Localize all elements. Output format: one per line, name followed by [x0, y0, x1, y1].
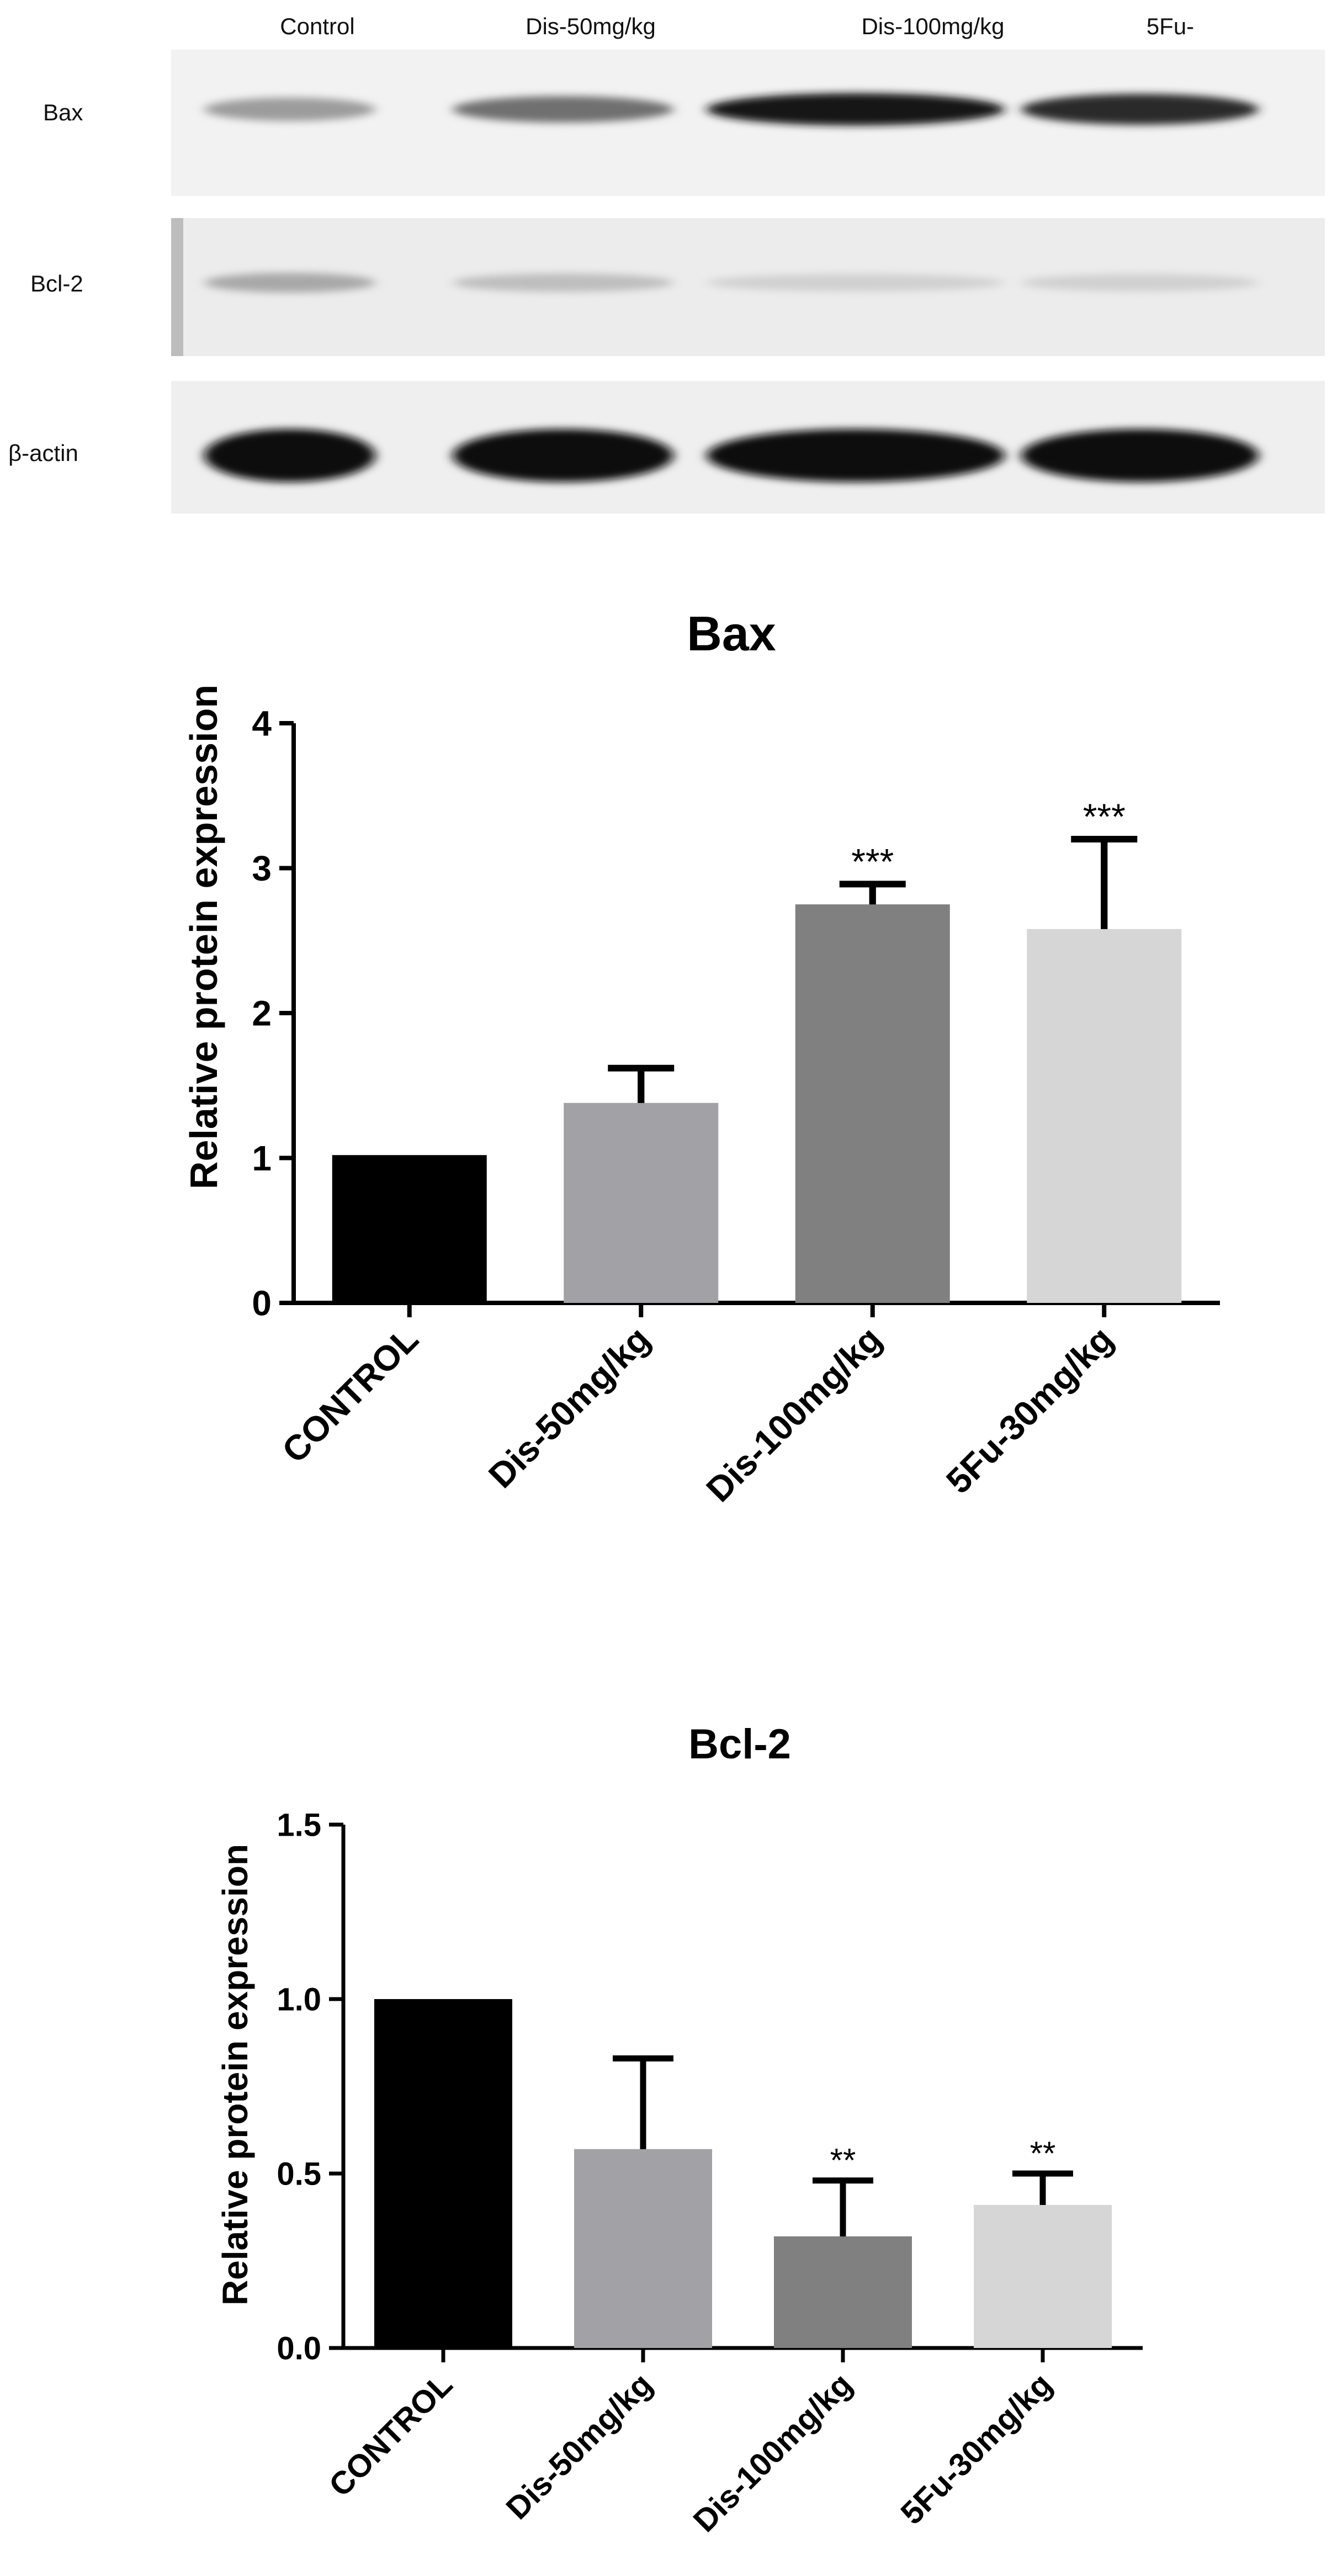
bcl2-y-tick-label: 0.0: [277, 2330, 321, 2366]
blot-bands: [204, 93, 1259, 482]
bax-y-tick-label: 0: [252, 1283, 272, 1323]
bcl2-y-axis-label: Relative protein expression: [215, 1844, 255, 2305]
bcl2-y-tick-label: 1.0: [277, 1981, 321, 2017]
blot-band-bax-lane-1: [204, 97, 375, 121]
bcl2-category-label-5fu30mgkg: 5Fu-30mg/kg: [894, 2366, 1059, 2531]
bcl2-plot-area: 0.0 0.5 1.0 1.5 CONTROL Dis-50mg/kg ** Dis-100m…: [277, 1807, 1143, 2539]
bcl2-significance-dis100mgkg: **: [830, 2142, 856, 2179]
blot-band-bax-lane-4: [1021, 94, 1259, 125]
western-blot-panel: Control Dis-50mg/kg Dis-100mg/kg 5Fu- Ba…: [8, 13, 1325, 513]
blot-row-label-beta-actin: β-actin: [8, 440, 78, 466]
bcl2-category-label-dis100mgkg: Dis-100mg/kg: [687, 2366, 859, 2539]
bcl2-category-label-control: CONTROL: [322, 2366, 459, 2504]
blot-band-actin-lane-4: [1021, 429, 1259, 482]
bax-category-label-dis100mgkg: Dis-100mg/kg: [698, 1319, 889, 1509]
bcl2-bar-control: [374, 1999, 512, 2348]
bcl2-bar-chart: Bcl-2 Relative protein expression 0.0 0.5…: [215, 1721, 1143, 2539]
blot-band-bax-lane-2: [453, 96, 673, 123]
bax-y-axis-label: Relative protein expression: [182, 685, 225, 1189]
bcl2-significance-5fu30mgkg: **: [1030, 2135, 1056, 2172]
bcl2-chart-title: Bcl-2: [688, 1721, 791, 1768]
bax-category-label-dis50mgkg: Dis-50mg/kg: [481, 1319, 657, 1496]
bax-y-tick-label: 4: [252, 703, 272, 743]
bax-significance-dis100mgkg: ***: [851, 841, 894, 882]
bax-y-tick-label: 3: [252, 849, 272, 888]
blot-row-label-bax: Bax: [43, 99, 83, 125]
bax-bar-dis50mgkg: [564, 1103, 719, 1303]
blot-lane-label-dis-100: Dis-100mg/kg: [861, 13, 1004, 39]
blot-band-bax-lane-3: [707, 93, 1005, 126]
bax-significance-5fu30mgkg: ***: [1083, 796, 1126, 837]
bax-category-label-5fu30mgkg: 5Fu-30mg/kg: [938, 1319, 1121, 1501]
blot-lane-label-dis-50: Dis-50mg/kg: [526, 13, 656, 39]
bax-bar-chart: Bax Relative protein expression 0 1 2 3 4 CON…: [182, 606, 1220, 1509]
blot-lane-label-control: Control: [280, 13, 354, 39]
blot-row-label-bcl2: Bcl-2: [30, 271, 83, 296]
blot-band-actin-lane-3: [707, 429, 1005, 482]
bax-bar-control: [332, 1155, 487, 1303]
bax-y-tick-label: 1: [252, 1138, 272, 1178]
blot-band-bcl2-lane-1: [204, 273, 375, 293]
blot-band-bcl2-lane-3: [707, 274, 1005, 291]
bcl2-category-label-dis50mgkg: Dis-50mg/kg: [499, 2366, 659, 2526]
bcl2-bar-5fu30mgkg: [974, 2204, 1112, 2348]
blot-band-bcl2-lane-2: [453, 273, 673, 292]
blot-lane-label-5fu: 5Fu-: [1147, 13, 1194, 39]
bcl2-y-tick-label: 0.5: [277, 2156, 321, 2192]
bcl2-y-tick-label: 1.5: [277, 1807, 321, 1843]
bax-category-label-control: CONTROL: [274, 1319, 426, 1471]
bcl2-bar-dis100mgkg: [774, 2236, 912, 2348]
bax-bar-dis100mgkg: [795, 904, 950, 1303]
bax-chart-title: Bax: [687, 606, 776, 661]
blot-band-actin-lane-1: [204, 429, 375, 482]
bax-plot-area: 0 1 2 3 4 CONTROL Dis-50mg/kg *** Dis-100mg/kg **…: [252, 703, 1220, 1509]
bcl2-bar-dis50mgkg: [574, 2149, 712, 2348]
blot-band-bcl2-lane-4: [1021, 274, 1259, 291]
blot-band-actin-lane-2: [453, 429, 673, 482]
bax-bar-5fu30mgkg: [1027, 929, 1182, 1303]
bax-y-tick-label: 2: [252, 993, 272, 1033]
blot-strip-bcl2-edge: [171, 218, 183, 356]
